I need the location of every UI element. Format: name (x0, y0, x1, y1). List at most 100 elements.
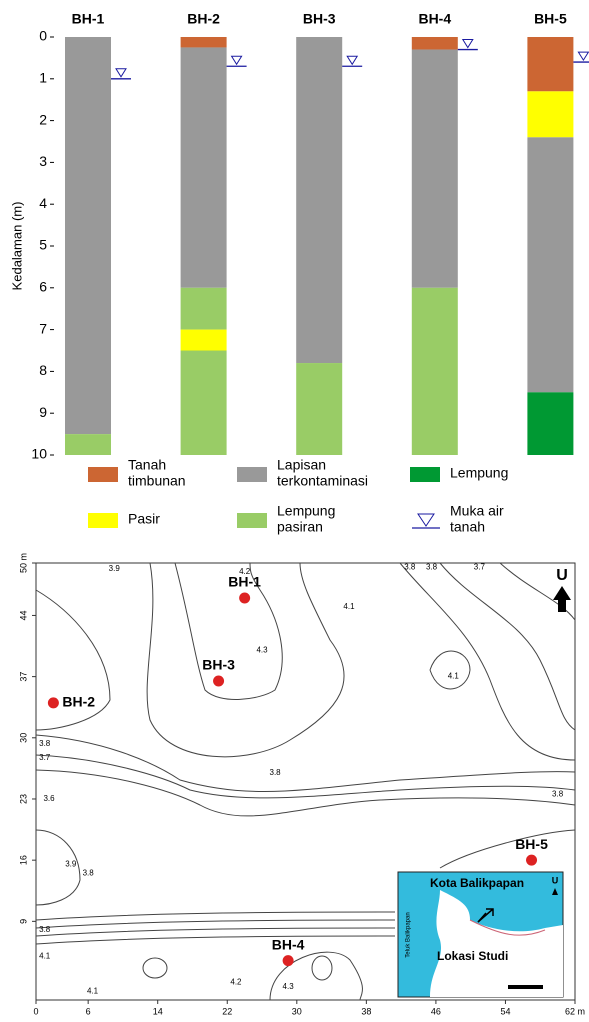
layer-segment (527, 37, 574, 92)
legend-swatch (88, 467, 118, 482)
y-tick-label: 3 (39, 153, 47, 169)
legend-label: Tanah (128, 457, 166, 473)
contour-label: 3.7 (39, 753, 51, 762)
contour-label: 3.9 (65, 860, 77, 869)
column-label: BH-1 (72, 11, 105, 27)
legend-swatch (237, 467, 267, 482)
y-tick-label: 4 (39, 195, 47, 211)
y-tick-label: 6 (39, 279, 47, 295)
x-tick-label: 30 (292, 1006, 302, 1016)
layer-segment (527, 91, 574, 138)
contour-label: 3.6 (43, 794, 55, 803)
layer-segment (411, 37, 458, 50)
inset-map (397, 871, 564, 998)
contour-label: 4.1 (39, 951, 51, 960)
borehole-label: BH-5 (515, 836, 548, 852)
borehole-point (213, 675, 225, 687)
legend-label: timbunan (128, 473, 186, 489)
legend-label: Pasir (128, 511, 160, 527)
contour-label: 4.2 (239, 567, 251, 576)
y-tick-label: 10 (31, 446, 47, 462)
legend-label: Muka air (450, 503, 504, 519)
layer-segment (411, 287, 458, 455)
inset-city: Kota Balikpapan (430, 876, 524, 890)
column-label: BH-3 (303, 11, 336, 27)
x-tick-label: 46 (431, 1006, 441, 1016)
legend-swatch (410, 467, 440, 482)
inset-bay: Teluk Balikpapan (406, 912, 412, 957)
borehole-label: BH-1 (228, 574, 261, 590)
legend-label: Lempung (450, 465, 508, 481)
y-tick-label: 23 (18, 794, 28, 804)
y-tick-label: 9 (39, 404, 47, 420)
contour-label: 3.9 (109, 564, 121, 573)
contour-label: 4.3 (256, 646, 268, 655)
x-tick-label: 54 (500, 1006, 510, 1016)
layer-segment (180, 329, 227, 351)
layer-segment (180, 350, 227, 455)
legend-label: terkontaminasi (277, 473, 368, 489)
borehole-label: BH-4 (272, 936, 305, 952)
borehole-point (526, 854, 538, 866)
contour-label: 3.8 (83, 868, 95, 877)
y-tick-label: 5 (39, 237, 47, 253)
legend-water-symbol (417, 513, 435, 527)
inset-north: U (552, 875, 559, 885)
legend-swatch (88, 513, 118, 528)
layer-segment (296, 363, 343, 455)
x-tick-label: 62 m (565, 1006, 585, 1016)
north-arrow (553, 586, 571, 612)
column-label: BH-2 (187, 11, 220, 27)
borehole-point (239, 592, 251, 604)
column-label: BH-4 (418, 11, 451, 27)
y-tick-label: 2 (39, 111, 47, 127)
y-tick-label: 16 (18, 855, 28, 865)
y-tick-label: 1 (39, 70, 47, 86)
legend-label: Lempung (277, 503, 335, 519)
layer-segment (180, 287, 227, 330)
y-tick-label: 50 m (18, 553, 28, 573)
x-tick-label: 6 (86, 1006, 91, 1016)
contour-label: 3.8 (39, 925, 51, 934)
y-tick-label: 8 (39, 362, 47, 378)
contour-label: 4.3 (283, 982, 295, 991)
contour-label: 3.7 (474, 562, 486, 571)
contour-label: 3.8 (270, 768, 282, 777)
water-symbol (115, 68, 127, 78)
x-tick-label: 0 (33, 1006, 38, 1016)
x-tick-label: 38 (361, 1006, 371, 1016)
layer-segment (180, 47, 227, 288)
layer-segment (411, 49, 458, 288)
legend-label: Lapisan (277, 457, 326, 473)
water-symbol (577, 51, 589, 62)
column-label: BH-5 (534, 11, 567, 27)
contour-label: 3.8 (404, 562, 416, 571)
inset-site: Lokasi Studi (437, 949, 508, 963)
y-tick-label: 37 (18, 672, 28, 682)
layer-segment (65, 434, 111, 455)
contour-label: 4.1 (448, 672, 460, 681)
layer-segment (527, 137, 574, 393)
borehole-label: BH-2 (62, 694, 95, 710)
borehole-label: BH-3 (202, 657, 235, 673)
layer-segment (296, 37, 343, 364)
legend-label: tanah (450, 519, 485, 535)
layer-segment (527, 392, 574, 455)
contour-label: 3.8 (426, 562, 438, 571)
borehole-point (47, 697, 59, 709)
y-tick-label: 0 (39, 28, 47, 44)
y-tick-label: 9 (18, 919, 28, 924)
contour-label: 4.1 (343, 602, 355, 611)
legend-label: pasiran (277, 519, 323, 535)
water-symbol (346, 55, 359, 66)
contour-label: 3.8 (39, 739, 51, 748)
borehole-point (282, 955, 294, 967)
map-frame (35, 562, 576, 1001)
contour-label: 4.2 (230, 978, 242, 987)
contours (35, 562, 576, 1001)
y-tick-label: 44 (18, 610, 28, 620)
contour-label: 4.1 (87, 986, 99, 995)
contour-label: 3.8 (552, 790, 564, 799)
water-symbol (230, 55, 243, 66)
water-symbol (461, 39, 474, 49)
